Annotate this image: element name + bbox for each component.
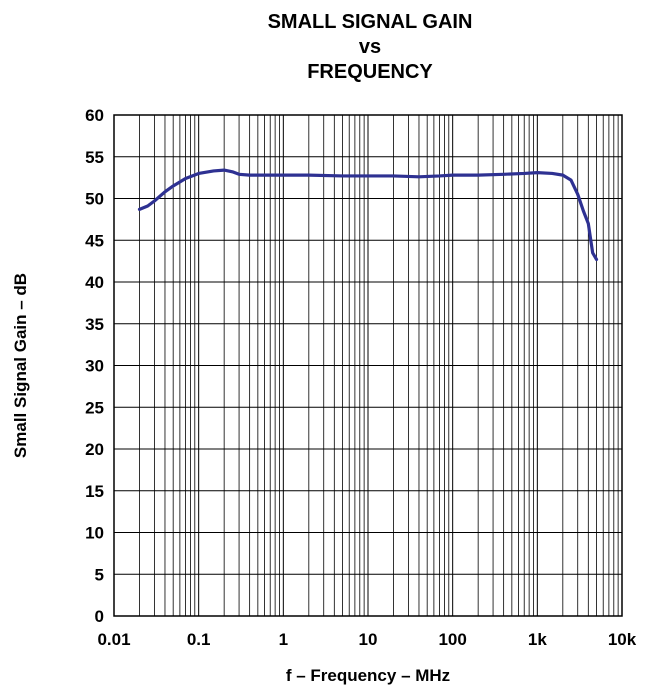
- x-tick-label: 1k: [528, 630, 547, 649]
- y-tick-label: 5: [95, 565, 104, 584]
- x-tick-label: 0.1: [187, 630, 211, 649]
- y-axis-ticks: 0 5 10 15 20 25 30 35 40 45 50 55 60: [85, 106, 104, 626]
- y-tick-label: 40: [85, 273, 104, 292]
- y-tick-label: 20: [85, 440, 104, 459]
- y-tick-label: 35: [85, 315, 104, 334]
- y-tick-label: 30: [85, 357, 104, 376]
- grid: [113, 114, 622, 617]
- x-axis-label: f – Frequency – MHz: [286, 666, 450, 685]
- y-tick-label: 45: [85, 231, 104, 250]
- y-tick-label: 50: [85, 190, 104, 209]
- y-tick-label: 10: [85, 524, 104, 543]
- x-tick-label: 10k: [608, 630, 637, 649]
- plot-frame: [113, 114, 623, 617]
- chart-title: SMALL SIGNAL GAIN vs FREQUENCY: [268, 11, 473, 83]
- y-tick-label: 0: [95, 607, 104, 626]
- chart-title-line-1: SMALL SIGNAL GAIN: [268, 11, 473, 33]
- y-axis-label: Small Signal Gain – dB: [11, 273, 30, 458]
- x-axis-ticks: 0.01 0.1 1 10 100 1k 10k: [97, 630, 636, 649]
- y-tick-label: 25: [85, 398, 104, 417]
- x-tick-label: 1: [279, 630, 288, 649]
- chart-title-line-2: vs: [359, 36, 381, 58]
- x-tick-label: 0.01: [97, 630, 130, 649]
- x-tick-label: 100: [438, 630, 466, 649]
- y-tick-label: 55: [85, 148, 104, 167]
- chart-title-line-3: FREQUENCY: [307, 61, 433, 83]
- gain-curve: [137, 168, 599, 262]
- y-tick-label: 60: [85, 106, 104, 125]
- x-tick-label: 10: [359, 630, 378, 649]
- y-tick-label: 15: [85, 482, 104, 501]
